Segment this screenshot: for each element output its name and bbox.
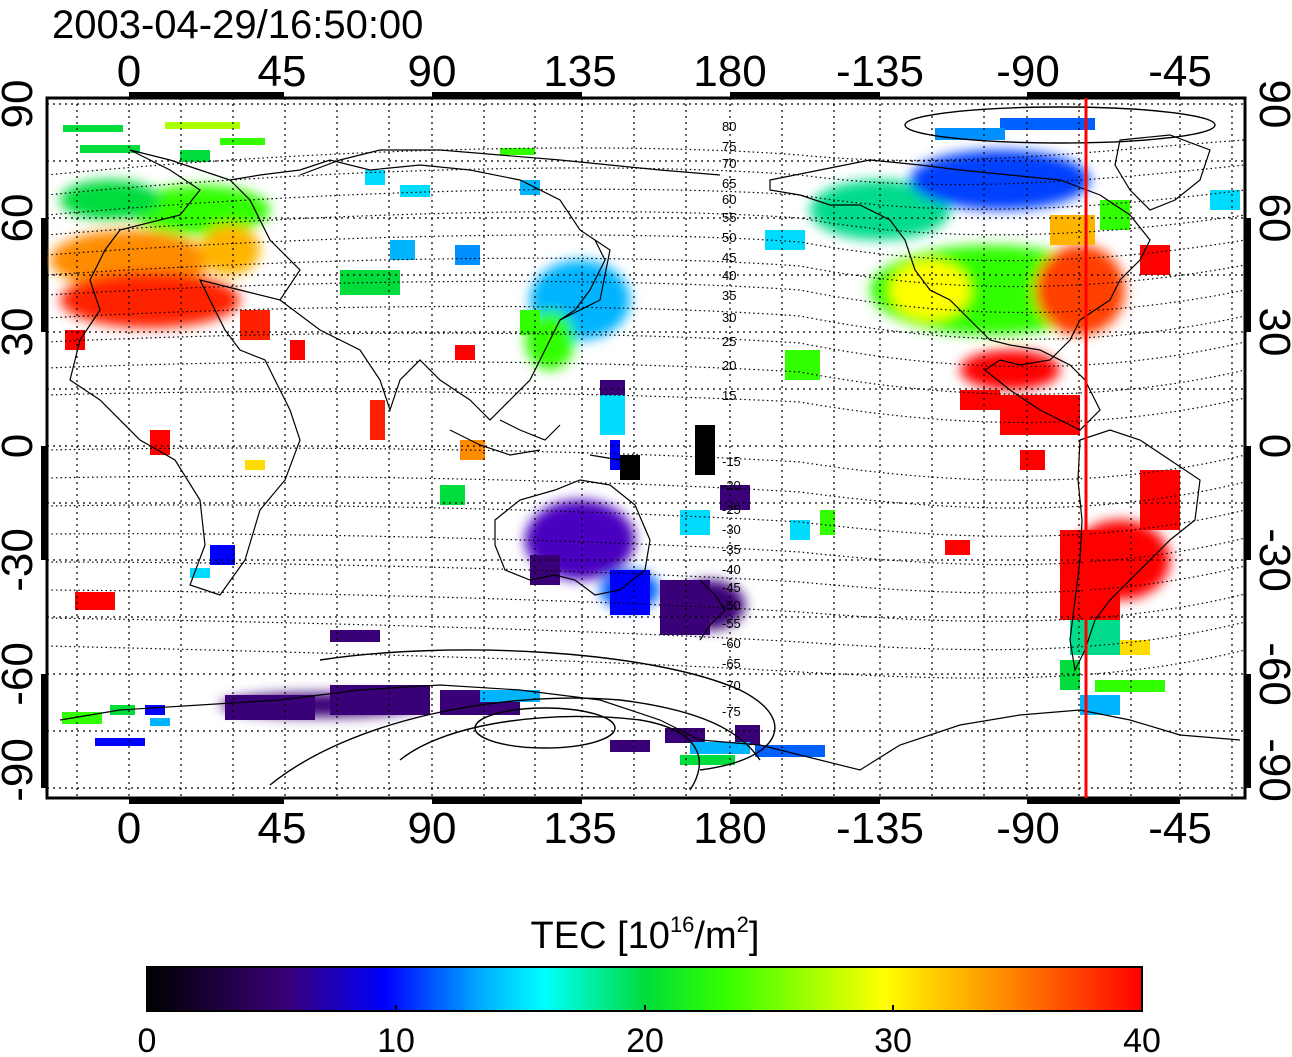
lat-label-right: -60 bbox=[1250, 642, 1292, 706]
lat-label-left: -90 bbox=[0, 738, 42, 802]
contour-label: -55 bbox=[722, 616, 741, 631]
lat-label-left: -60 bbox=[0, 642, 42, 706]
colorbar-title-mid: /m bbox=[694, 915, 736, 957]
contour-label: 45 bbox=[722, 250, 736, 265]
frame-ticks bbox=[41, 92, 1251, 804]
lon-label-bottom: -90 bbox=[996, 804, 1060, 853]
contour-label: 65 bbox=[722, 176, 736, 191]
contour-label: -50 bbox=[722, 598, 741, 613]
lon-label-bottom: 0 bbox=[117, 804, 141, 853]
contour-label: 50 bbox=[722, 230, 736, 245]
lon-label-top: -45 bbox=[1148, 47, 1212, 96]
right-latitude-labels: 90 60 30 0 -30 -60 -90 bbox=[1250, 80, 1292, 802]
colorbar-title-prefix: TEC [10 bbox=[531, 915, 670, 957]
lat-label-right: 30 bbox=[1250, 308, 1292, 357]
lat-label-right: 60 bbox=[1250, 194, 1292, 243]
contour-label: -70 bbox=[722, 678, 741, 693]
colorbar-tick-label: 10 bbox=[377, 1022, 415, 1057]
contour-label: -60 bbox=[722, 636, 741, 651]
lat-label-left: 90 bbox=[0, 80, 42, 129]
contour-label: 70 bbox=[722, 156, 736, 171]
contour-label: 75 bbox=[722, 139, 736, 154]
contour-label: 20 bbox=[722, 358, 736, 373]
contour-label: -65 bbox=[722, 656, 741, 671]
lon-label-top: 180 bbox=[693, 47, 766, 96]
colorbar-title-exponent: 16 bbox=[670, 912, 694, 937]
contour-label: 30 bbox=[722, 310, 736, 325]
bottom-longitude-labels: 0 45 90 135 180 -135 -90 -45 bbox=[117, 804, 1212, 853]
graticule bbox=[47, 98, 1245, 798]
contour-label: 55 bbox=[722, 210, 736, 225]
left-latitude-labels: 90 60 30 0 -30 -60 -90 bbox=[0, 80, 42, 802]
contour-label: -75 bbox=[722, 704, 741, 719]
colorbar-tick-label: 40 bbox=[1123, 1022, 1161, 1057]
map-content: 80 75 70 65 60 55 50 45 40 35 30 25 20 1… bbox=[47, 98, 1245, 798]
lon-label-top: -135 bbox=[836, 47, 924, 96]
figure-title: 2003-04-29/16:50:00 bbox=[52, 3, 423, 47]
lat-label-left: 30 bbox=[0, 308, 42, 357]
lat-label-left: 60 bbox=[0, 194, 42, 243]
contour-labels: 80 75 70 65 60 55 50 45 40 35 30 25 20 1… bbox=[722, 119, 741, 719]
lon-label-bottom: 135 bbox=[543, 804, 616, 853]
contour-label: 40 bbox=[722, 268, 736, 283]
colorbar-tick-label: 0 bbox=[138, 1022, 157, 1057]
coastlines bbox=[59, 134, 1241, 771]
lat-label-right: -30 bbox=[1250, 528, 1292, 592]
lon-label-top: 135 bbox=[543, 47, 616, 96]
lon-label-bottom: -135 bbox=[836, 804, 924, 853]
colorbar-tick-labels: 0 10 20 30 40 bbox=[138, 1022, 1161, 1057]
colorbar-tick-label: 20 bbox=[626, 1022, 664, 1057]
lon-label-top: 45 bbox=[258, 47, 307, 96]
contour-label: -45 bbox=[722, 580, 741, 595]
top-longitude-labels: 0 45 90 135 180 -135 -90 -45 bbox=[117, 47, 1212, 96]
colorbar-title-exponent2: 2 bbox=[737, 912, 749, 937]
lat-label-left: 0 bbox=[0, 434, 42, 458]
lat-label-right: 0 bbox=[1250, 434, 1292, 458]
lon-label-bottom: 90 bbox=[408, 804, 457, 853]
contour-label: -25 bbox=[722, 502, 741, 517]
contour-label: 15 bbox=[722, 388, 736, 403]
contour-label: -35 bbox=[722, 542, 741, 557]
contour-label: -20 bbox=[722, 478, 741, 493]
lon-label-top: -90 bbox=[996, 47, 1060, 96]
contour-label: -30 bbox=[722, 522, 741, 537]
contour-label: 35 bbox=[722, 288, 736, 303]
contour-label: 25 bbox=[722, 334, 736, 349]
lon-label-bottom: 45 bbox=[258, 804, 307, 853]
lon-label-top: 0 bbox=[117, 47, 141, 96]
contour-label: -40 bbox=[722, 562, 741, 577]
lon-label-top: 90 bbox=[408, 47, 457, 96]
contour-label: 60 bbox=[722, 192, 736, 207]
lat-label-right: 90 bbox=[1250, 80, 1292, 129]
colorbar-title-suffix: ] bbox=[749, 915, 760, 957]
lon-label-bottom: -45 bbox=[1148, 804, 1212, 853]
colorbar-ticks bbox=[395, 1005, 894, 1011]
lat-label-left: -30 bbox=[0, 528, 42, 592]
lon-label-bottom: 180 bbox=[693, 804, 766, 853]
lat-label-right: -90 bbox=[1250, 738, 1292, 802]
colorbar-title: TEC [1016/m2] bbox=[531, 912, 760, 957]
contour-label: 80 bbox=[722, 119, 736, 134]
contour-label: -15 bbox=[722, 454, 741, 469]
polar-contours bbox=[269, 106, 1216, 791]
colorbar-tick-label: 30 bbox=[874, 1022, 912, 1057]
colorbar bbox=[146, 966, 1143, 1012]
